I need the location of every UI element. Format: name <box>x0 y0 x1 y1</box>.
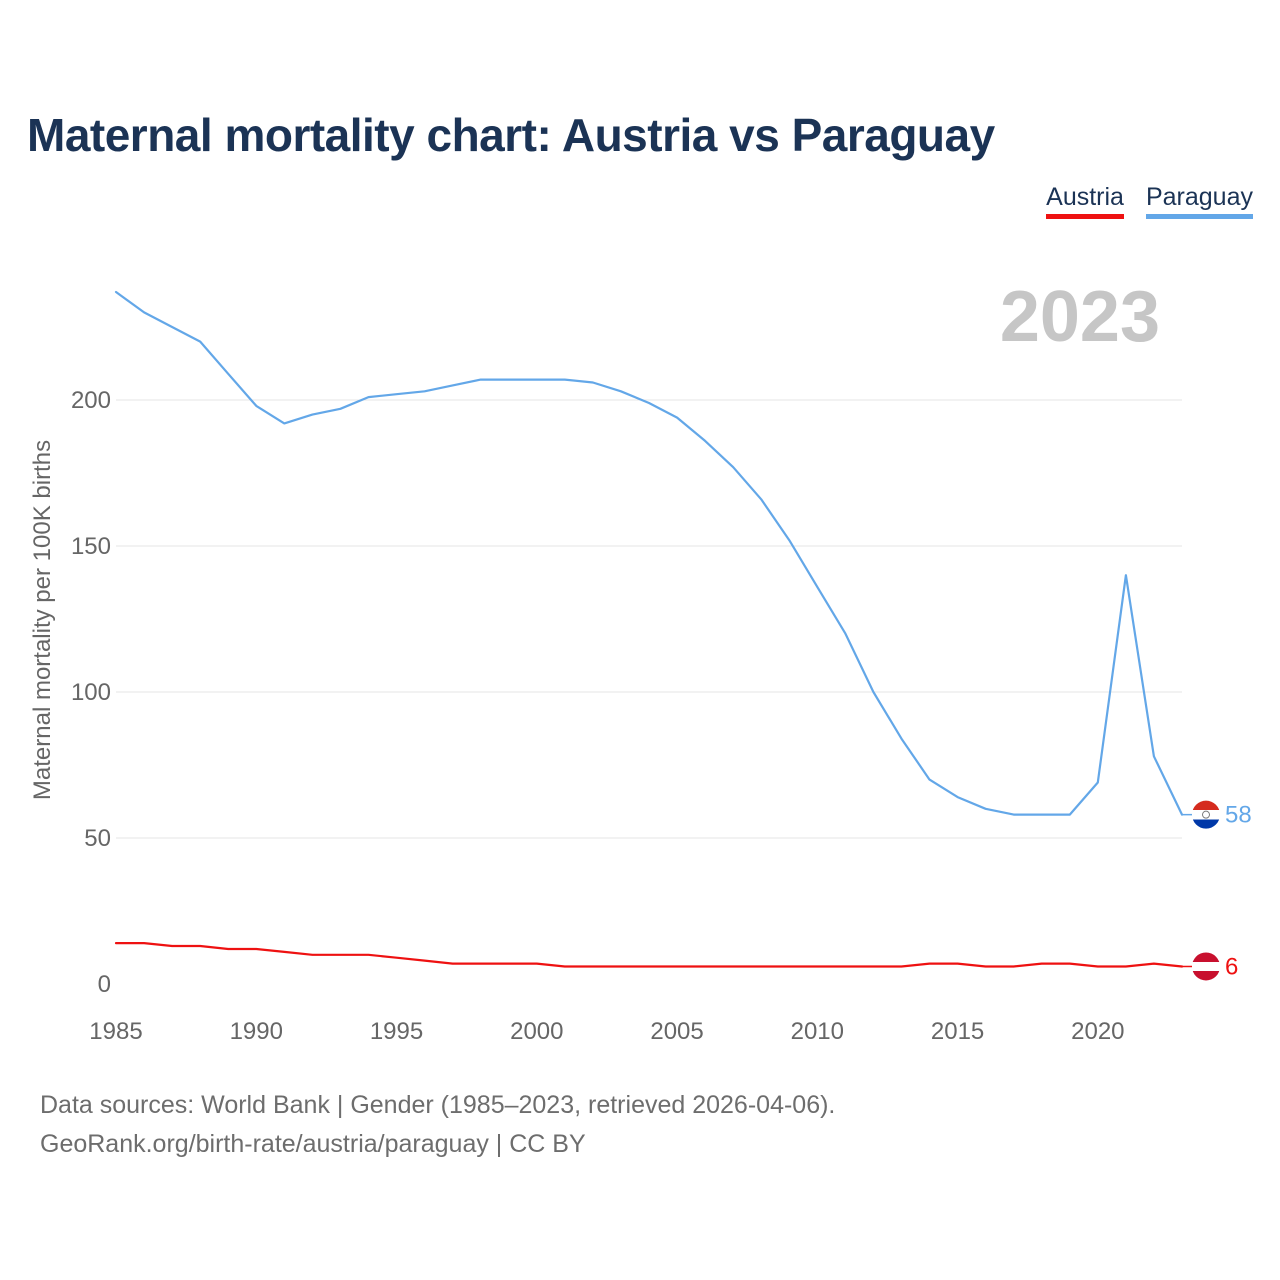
x-tick-label-2005: 2005 <box>650 1018 703 1045</box>
x-tick-label-1990: 1990 <box>230 1018 283 1045</box>
series-lines <box>114 290 1184 968</box>
y-tick-label-200: 200 <box>71 387 111 414</box>
year-watermark: 2023 <box>1000 277 1160 357</box>
end-markers: 6 58 <box>1182 800 1252 981</box>
y-tick-label-150: 150 <box>71 533 111 560</box>
paraguay-flag-icon <box>1192 800 1220 829</box>
chart: 2023 0 50 100 150 200 1985 1990 1995 2000 2005 20… <box>29 277 1252 1045</box>
x-tick-label-2015: 2015 <box>931 1018 984 1045</box>
footer: Data sources: World Bank | Gender (1985–… <box>40 1086 835 1164</box>
y-tick-label-100: 100 <box>71 679 111 706</box>
legend: Austria Paraguay <box>1046 183 1253 219</box>
austria-flag-icon <box>1192 952 1220 981</box>
legend-item-austria[interactable]: Austria <box>1046 183 1124 219</box>
paraguay-emblem-icon <box>1202 810 1210 819</box>
x-tick-label-1995: 1995 <box>370 1018 423 1045</box>
series-line-austria[interactable] <box>114 941 1184 968</box>
grid-lines <box>116 399 1182 839</box>
footer-sources: Data sources: World Bank | Gender (1985–… <box>40 1091 836 1119</box>
y-axis-ticks: 0 50 100 150 200 <box>71 387 111 998</box>
y-axis-title: Maternal mortality per 100K births <box>29 440 56 800</box>
x-tick-label-1985: 1985 <box>89 1018 142 1045</box>
legend-item-paraguay[interactable]: Paraguay <box>1145 183 1253 219</box>
end-value-label-austria: 6 <box>1225 953 1238 980</box>
footer-link[interactable]: GeoRank.org/birth-rate/austria/paraguay … <box>40 1130 586 1158</box>
page-title: Maternal mortality chart: Austria vs Par… <box>27 109 995 161</box>
y-tick-label-50: 50 <box>84 825 111 852</box>
end-value-label-paraguay: 58 <box>1225 802 1252 829</box>
x-tick-label-2020: 2020 <box>1071 1018 1124 1045</box>
series-line-paraguay[interactable] <box>114 290 1184 816</box>
x-tick-label-2000: 2000 <box>510 1018 563 1045</box>
x-axis-ticks: 1985 1990 1995 2000 2005 2010 2015 2020 <box>89 1018 1124 1045</box>
y-tick-label-0: 0 <box>98 971 111 998</box>
x-tick-label-2010: 2010 <box>791 1018 844 1045</box>
